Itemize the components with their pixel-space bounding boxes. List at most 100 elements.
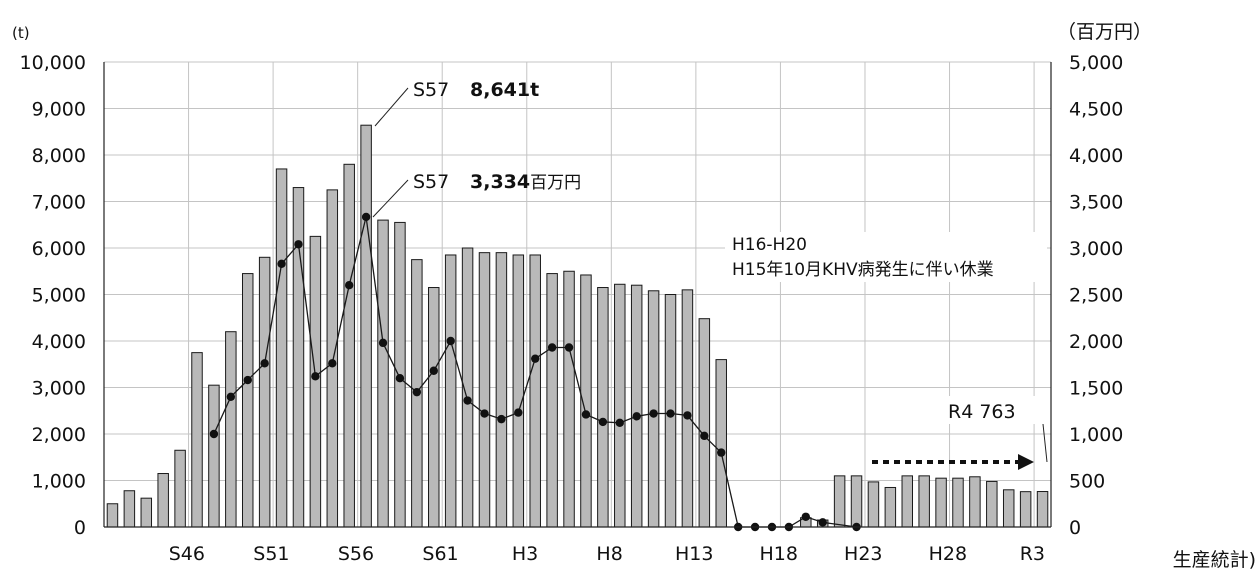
value-point [531,354,540,363]
left-tick-label: 6,000 [32,238,86,260]
bar [241,273,254,528]
bar [208,384,220,528]
x-tick-label: S61 [422,543,458,565]
bar [275,168,288,528]
bar [698,318,711,528]
value-point [683,411,692,420]
value-point [598,417,608,427]
x-tick-label: H28 [929,543,967,565]
right-tick-label: 4,500 [1069,99,1123,121]
bar [647,290,660,528]
bar [106,503,119,528]
left-tick-label: 1,000 [32,471,86,493]
right-tick-label: 0 [1069,517,1081,539]
trend-arrow [872,454,1034,470]
annotation-peak-value: S57 3,334百万円 [372,171,581,218]
value-point [480,409,489,418]
right-tick-label: 500 [1069,471,1105,493]
value-point [547,343,557,352]
value-point [581,410,591,419]
x-tick-label: H13 [675,543,713,565]
value-point [700,431,709,441]
annotation-peak-tonnes: S57 8,641t [374,79,539,127]
value-point [615,418,624,428]
value-point [209,429,219,439]
value-point [649,409,658,418]
left-tick-label: 9,000 [32,99,86,121]
value-point [311,372,320,381]
left-tick-label: 3,000 [32,378,86,400]
value-point [277,259,286,269]
bar [715,359,727,528]
bar [123,490,136,528]
bar [326,189,339,528]
bar [495,252,508,528]
value-point [412,387,422,397]
bar [1002,489,1015,528]
annotation-peak-tonnes-unit: t [530,79,539,101]
x-tick-label: H3 [512,543,538,565]
bar [225,331,237,528]
line-series [209,212,861,532]
right-tick-label: 5,000 [1069,52,1123,74]
bar [935,477,947,528]
axes: 0 0 1,000 500 2,000 1,000 3,000 1,500 4,000 2,000… [20,52,1124,565]
source-label: 生産統計) [1173,549,1256,570]
bar [867,481,880,528]
bar [884,486,897,528]
left-tick-label: 0 [74,517,86,539]
value-point [243,375,252,385]
value-point [345,281,354,290]
bar [292,187,305,528]
bar [157,473,169,528]
value-point [378,338,388,348]
value-point [395,374,405,383]
bar [309,235,322,528]
left-tick-label: 8,000 [32,145,86,167]
value-point [514,408,523,417]
value-point [632,412,641,421]
bar [191,352,203,528]
bar [614,283,626,528]
value-point [294,240,303,249]
annotation-suspension-reason: H15年10月KHV病発生に伴い休業 [732,260,994,280]
x-tick-label: R3 [1020,543,1045,565]
value-point [328,359,337,368]
bar [174,449,186,528]
value-point [564,343,574,352]
left-tick-label: 5,000 [32,285,86,307]
right-unit-label: （百万円） [1057,21,1152,43]
value-point [463,396,472,405]
annotation-peak-value-prefix: S57 [413,171,449,193]
value-point [818,518,827,527]
value-point [446,336,455,346]
bar [512,254,525,528]
bar [918,475,930,528]
bar [681,289,694,528]
bar [258,256,271,528]
bar [630,284,643,528]
left-tick-label: 2,000 [32,424,86,446]
annotation-peak-tonnes-prefix: S57 [413,79,449,101]
bar [1019,491,1032,528]
left-tick-label: 10,000 [20,52,86,74]
svg-text:8,641t: 8,641t [470,79,539,101]
annotation-peak-value-unit: 百万円 [530,173,581,193]
bar [529,254,541,528]
annotation-latest: R4 763 [944,396,1048,463]
annotation-suspension: H16-H20 H15年10月KHV病発生に伴い休業 [725,232,1047,282]
value-point [429,366,438,375]
bar [833,475,846,528]
right-tick-label: 1,500 [1069,378,1123,400]
bar [1036,491,1049,528]
right-tick-label: 1,000 [1069,424,1123,446]
value-point [717,448,726,457]
value-point [226,392,236,401]
right-tick-label: 2,000 [1069,331,1123,353]
annotation-latest-label: R4 763 [948,401,1016,423]
right-tick-label: 4,000 [1069,145,1123,167]
value-point [497,414,506,424]
value-point [666,409,675,418]
x-tick-label: H18 [760,543,798,565]
